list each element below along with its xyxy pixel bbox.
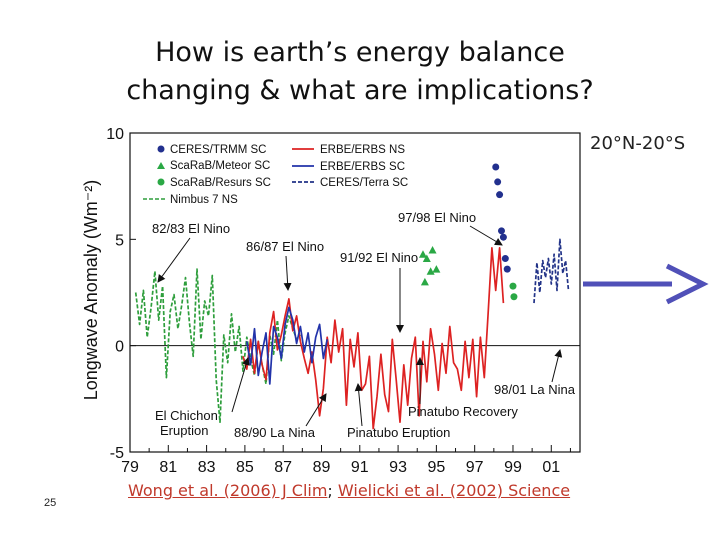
x-tick-label: 85 — [236, 459, 254, 476]
legend-marker-ceres-trmm — [157, 145, 165, 153]
chart-legend: CERES/TRMM SC ScaRaB/Meteor SC ScaRaB/Re… — [143, 144, 408, 206]
legend-label-erbe-sc: ERBE/ERBS SC — [320, 161, 405, 173]
slide-number: 25 — [44, 497, 57, 509]
annotations: 82/83 El Nino 86/87 El Nino 97/98 El Nin… — [152, 210, 576, 440]
x-tick-label: 87 — [274, 459, 292, 476]
data-point-ceres-trmm-sc — [496, 191, 504, 199]
data-point-ceres-trmm-sc — [499, 233, 507, 241]
annotation-82-83-el-nino: 82/83 El Nino — [152, 221, 230, 236]
x-tick-label: 93 — [389, 459, 407, 476]
x-tick-label: 01 — [542, 459, 560, 476]
annotation-el-chichon: El Chichon — [155, 408, 218, 423]
x-tick-label: 79 — [121, 459, 139, 476]
data-point-scarab-resurs-sc — [510, 293, 518, 301]
data-point-ceres-trmm-sc — [501, 254, 509, 262]
annotation-88-90-la-nina: 88/90 La Nina — [234, 425, 316, 440]
x-tick-label: 83 — [198, 459, 216, 476]
legend-label-nimbus: Nimbus 7 NS — [170, 194, 238, 206]
data-point-scarab-meteor-sc — [428, 245, 437, 254]
x-tick-label: 99 — [504, 459, 522, 476]
x-tick-label: 81 — [159, 459, 177, 476]
annotation-97-98-el-nino: 97/98 El Nino — [398, 210, 476, 225]
annotation-98-01-la-nina: 98/01 La Nina — [494, 382, 576, 397]
annotation-arrow — [354, 383, 363, 427]
annotation-arrow — [283, 255, 292, 291]
title-line-1: How is earth’s energy balance — [155, 37, 565, 68]
data-point-ceres-trmm-sc — [503, 265, 511, 273]
data-point-ceres-trmm-sc — [492, 163, 500, 171]
series-line-nimbus-7-ns — [134, 268, 302, 424]
data-point-scarab-meteor-sc — [432, 265, 441, 273]
reference-link-wielicki[interactable]: Wielicki et al. (2002) Science — [337, 481, 571, 500]
legend-label-terra: CERES/Terra SC — [320, 177, 408, 189]
annotation-pinatubo-eruption: Pinatubo Eruption — [347, 425, 450, 440]
data-point-scarab-meteor-sc — [426, 267, 435, 275]
plot-frame — [129, 132, 581, 453]
data-point-scarab-meteor-sc — [420, 277, 429, 286]
x-tick-label: 91 — [351, 459, 369, 476]
title-line-2: changing & what are implications? — [126, 75, 594, 106]
annotation-arrow — [469, 225, 503, 246]
annotation-arrow — [157, 237, 191, 283]
y-tick-label: 0 — [115, 339, 124, 356]
series-line-ceres-terra-sc — [533, 238, 570, 304]
y-tick-label: 10 — [106, 126, 124, 143]
slide-title: How is earth’s energy balance changing &… — [110, 34, 610, 110]
annotation-arrow — [231, 357, 250, 413]
y-tick-label: -5 — [110, 445, 124, 462]
data-point-ceres-trmm-sc — [494, 178, 502, 186]
reference-link-wong[interactable]: Wong et al. (2006) J Clim — [128, 481, 328, 500]
series-line-erbe-erbs-sc — [245, 306, 329, 385]
y-axis-label: Longwave Anomaly (Wm⁻²) — [81, 180, 101, 401]
data-point-scarab-resurs-sc — [509, 282, 517, 290]
x-tick-label: 89 — [313, 459, 331, 476]
annotation-arrow — [305, 393, 327, 427]
trend-arrow-icon — [583, 263, 709, 305]
region-label: 20°N-20°S — [590, 133, 686, 154]
annotation-pinatubo-recovery: Pinatubo Recovery — [408, 404, 518, 419]
data-point-scarab-meteor-sc — [418, 250, 427, 258]
y-tick-label: 5 — [115, 232, 124, 249]
data-point-scarab-meteor-sc — [422, 254, 431, 262]
x-tick-label: 95 — [427, 459, 445, 476]
legend-label-erbe-ns: ERBE/ERBS NS — [320, 144, 405, 156]
legend-label-scarab-meteor: ScaRaB/Meteor SC — [170, 160, 270, 172]
x-tick-label: 97 — [466, 459, 484, 476]
annotation-eruption: Eruption — [160, 423, 208, 438]
series-line-erbe-erbs-ns — [242, 246, 505, 430]
annotation-arrow — [551, 349, 563, 383]
annotation-91-92-el-nino: 91/92 El Nino — [340, 250, 418, 265]
annotation-86-87-el-nino: 86/87 El Nino — [246, 239, 324, 254]
references: Wong et al. (2006) J Clim; Wielicki et a… — [128, 481, 570, 500]
reference-separator: ; — [327, 481, 338, 500]
data-point-ceres-trmm-sc — [497, 227, 505, 235]
legend-label-scarab-resurs: ScaRaB/Resurs SC — [170, 177, 271, 189]
legend-marker-scarab-meteor — [157, 162, 165, 169]
legend-label-ceres-trmm: CERES/TRMM SC — [170, 144, 266, 156]
legend-marker-scarab-resurs — [157, 178, 165, 186]
